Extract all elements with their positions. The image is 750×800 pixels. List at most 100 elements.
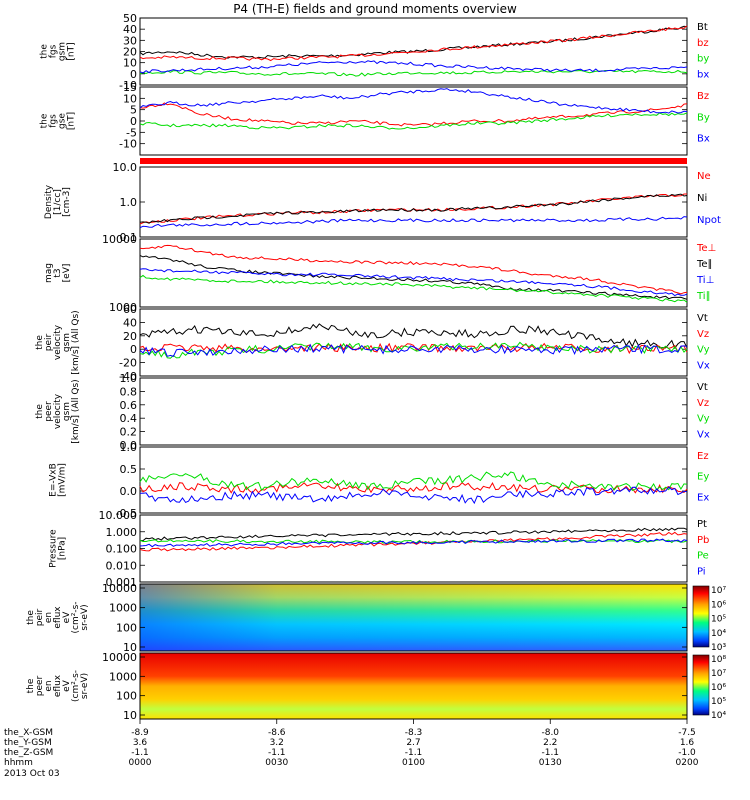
- y-tick-label: 0.8: [120, 385, 138, 398]
- x-tick-label: 0000: [129, 758, 152, 768]
- series-line-Vt: [139, 323, 688, 350]
- legend-Pi: Pi: [697, 566, 706, 577]
- y-tick-label: 100: [116, 621, 137, 634]
- y-tick-label: 1.0: [120, 441, 138, 454]
- y-tick-label: 1000: [109, 670, 137, 683]
- x-tick-label: -8.3: [405, 728, 423, 738]
- legend-Vt: Vt: [697, 382, 708, 393]
- panel-frame: [139, 238, 688, 308]
- legend-Ti∥: Ti∥: [696, 291, 711, 302]
- y-axis-label: en: [44, 680, 54, 691]
- legend-Vx: Vx: [697, 429, 710, 440]
- x-row-label: hhmm: [4, 758, 33, 768]
- y-tick-label: 1.000: [106, 526, 138, 539]
- y-axis-label: mag: [44, 263, 54, 283]
- y-axis-label: en: [44, 612, 54, 623]
- y-tick-label: 0.6: [120, 399, 138, 412]
- y-axis-label: t3: [53, 268, 63, 277]
- legend-Vz: Vz: [697, 329, 709, 340]
- y-tick-label: 0.2: [120, 426, 138, 439]
- y-axis-label: sr-eV): [80, 673, 90, 699]
- y-tick-label: 5: [130, 104, 137, 117]
- y-tick-label: 10: [123, 641, 137, 654]
- y-axis-label: (cm²-s-: [71, 601, 81, 633]
- y-tick-label: 0.1: [120, 231, 138, 244]
- legend-Te⊥: Te⊥: [696, 243, 716, 254]
- y-tick-label: 0.001: [106, 576, 138, 589]
- y-tick-label: 0.0: [120, 439, 138, 452]
- y-axis-label: the: [40, 44, 50, 59]
- y-tick-label: 10000: [102, 651, 137, 664]
- legend-Vy: Vy: [697, 345, 710, 356]
- series-line-Te∥: [139, 254, 688, 300]
- y-tick-label: 0.010: [106, 559, 138, 572]
- legend-Pb: Pb: [697, 535, 709, 546]
- x-tick-label: -1.1: [268, 748, 286, 758]
- x-row-label: the_Y-GSM: [4, 738, 52, 748]
- y-tick-label: 10.000: [99, 509, 138, 522]
- x-date-label: 2013 Oct 03: [4, 769, 60, 779]
- y-axis-label: peer: [35, 675, 45, 696]
- y-axis-label: velocity: [53, 324, 63, 360]
- series-line-Bt: [139, 25, 688, 59]
- legend-Ne: Ne: [697, 171, 711, 182]
- y-axis-label: [nT]: [67, 112, 77, 130]
- y-tick-label: 20: [123, 330, 137, 343]
- legend-Ti⊥: Ti⊥: [696, 275, 714, 286]
- y-tick-label: 15: [123, 81, 137, 94]
- legend-Bt: Bt: [697, 22, 708, 33]
- y-axis-label: peir: [35, 608, 45, 626]
- legend-Te∥: Te∥: [696, 259, 713, 270]
- panel-pressure: 10.000 1.000 0.100 0.010 0.001 Pressure [nPa] P…: [49, 509, 710, 589]
- y-axis-label: fgs: [49, 114, 59, 128]
- y-axis-label: peir: [44, 333, 54, 351]
- x-tick-label: 0100: [402, 758, 425, 768]
- y-tick-label: 1000: [109, 301, 137, 314]
- y-axis-label: gsm: [62, 402, 72, 421]
- colorbar: [692, 585, 710, 648]
- series-line-Npot: [139, 216, 688, 229]
- y-tick-label: 10000: [102, 233, 137, 246]
- series-line-Vx: [139, 343, 688, 358]
- y-tick-label: 0: [130, 68, 137, 81]
- y-tick-label: 40: [123, 23, 137, 36]
- series-line-Pb: [139, 531, 688, 552]
- y-axis-label: peer: [44, 401, 54, 422]
- y-axis-label: [eV]: [62, 264, 72, 283]
- x-tick-label: -7.5: [678, 728, 696, 738]
- y-tick-label: 1000: [109, 602, 137, 615]
- legend-Pt: Pt: [697, 519, 707, 530]
- colorbar-tick-label: 10⁶: [711, 600, 726, 610]
- legend-Ex: Ex: [697, 492, 709, 503]
- y-axis-label: the: [40, 113, 50, 128]
- x-tick-label: -8.6: [268, 728, 286, 738]
- y-axis-label: [mV/m]: [58, 463, 68, 497]
- series-line-Pi: [139, 538, 688, 548]
- y-axis-label: [1/cc]: [53, 189, 63, 215]
- series-line-Pt: [139, 527, 688, 542]
- y-tick-label: -10: [119, 79, 137, 92]
- colorbar-tick-label: 10⁴: [711, 711, 726, 721]
- y-axis-label: the: [26, 610, 36, 625]
- x-tick-label: 2.2: [543, 738, 557, 748]
- legend-Vx: Vx: [697, 360, 710, 371]
- legend-Ey: Ey: [697, 472, 709, 483]
- y-axis-label: the: [26, 678, 36, 693]
- y-axis-label: [km/s] (All Qs): [71, 379, 81, 443]
- legend-Pe: Pe: [697, 551, 709, 562]
- y-tick-label: -40: [119, 370, 137, 383]
- y-tick-label: 0.5: [120, 463, 138, 476]
- panel-frame: [139, 446, 688, 514]
- y-axis-label: gse: [58, 113, 68, 129]
- y-tick-label: 60: [123, 303, 137, 316]
- panel-frame: [139, 514, 688, 583]
- y-tick-label: 20: [123, 46, 137, 59]
- series-line-Ez: [139, 481, 688, 494]
- spectrogram-image: [140, 653, 687, 719]
- y-tick-label: 30: [123, 34, 137, 47]
- y-axis-label: the: [35, 335, 45, 350]
- series-line-Ti⊥: [139, 268, 688, 297]
